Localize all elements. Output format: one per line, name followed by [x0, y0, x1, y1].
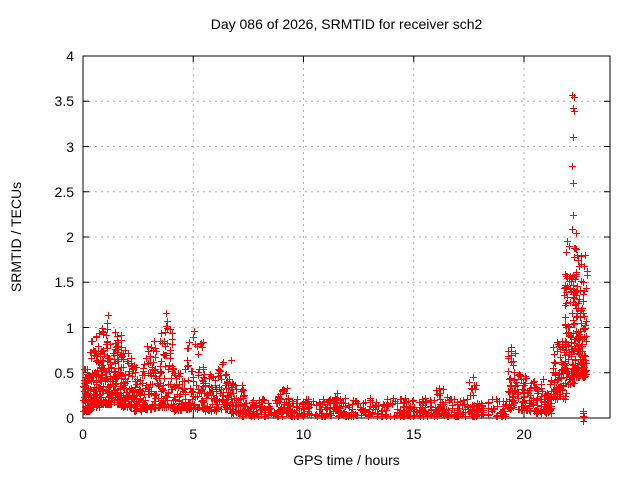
y-tick-label: 2 — [66, 229, 74, 245]
y-tick-label: 3.5 — [54, 93, 74, 110]
y-tick-label: 2.5 — [54, 183, 74, 200]
x-axis-label: GPS time / hours — [293, 452, 400, 468]
x-tick-label: 0 — [79, 426, 87, 442]
y-tick-label: 3 — [66, 138, 74, 155]
x-tick-label: 15 — [405, 426, 422, 442]
y-tick-label: 1.5 — [54, 274, 74, 291]
chart-title: Day 086 of 2026, SRMTID for receiver sch… — [210, 16, 483, 32]
y-tick-label: 0.5 — [54, 364, 74, 381]
x-tick-label: 10 — [295, 426, 312, 442]
x-tick-label: 20 — [516, 426, 532, 442]
y-tick-label: 1 — [66, 319, 74, 336]
x-tick-label: 5 — [189, 426, 198, 442]
y-tick-label: 4 — [66, 48, 74, 64]
y-tick-label: 0 — [66, 410, 74, 426]
